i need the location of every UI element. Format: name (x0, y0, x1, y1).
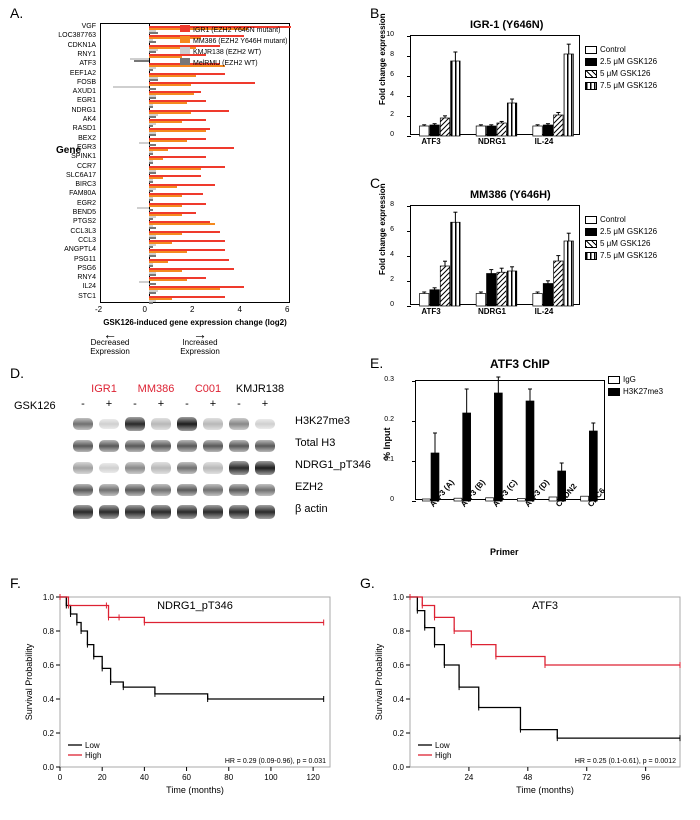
panel-a-label: A. (10, 5, 350, 21)
panel-g-svg: 0.0 0.2 0.4 0.6 0.8 1.0 24 48 72 96 ATF3 Survival P… (370, 587, 690, 797)
panel-e: E. ATF3 ChIP % Input IgGH3K27me3 ATF3 (A… (370, 355, 690, 570)
svg-text:High: High (85, 751, 101, 760)
svg-text:Time (months): Time (months) (516, 785, 574, 795)
svg-text:0.2: 0.2 (43, 729, 55, 738)
svg-text:0.4: 0.4 (393, 695, 405, 704)
svg-text:40: 40 (140, 773, 149, 782)
svg-text:0.2: 0.2 (393, 729, 405, 738)
svg-text:96: 96 (641, 773, 650, 782)
panel-a-xticks: -20246 (100, 305, 290, 317)
svg-text:Low: Low (435, 741, 450, 750)
panel-e-xlab: Primer (490, 547, 519, 557)
svg-text:1.0: 1.0 (43, 593, 55, 602)
panel-c: C. MM386 (Y646H) Fold change expression … (370, 175, 690, 345)
panel-d: D. IGR1MM386C001KMJR138 GSK126 -+-+-+-+ … (10, 365, 360, 565)
svg-text:48: 48 (523, 773, 532, 782)
svg-text:ATF3: ATF3 (532, 600, 558, 612)
panel-e-title: ATF3 ChIP (490, 357, 550, 371)
panel-e-legend: IgGH3K27me3 (608, 375, 663, 399)
svg-text:Survival Probability: Survival Probability (374, 643, 384, 720)
svg-text:NDRG1_pT346: NDRG1_pT346 (157, 600, 233, 612)
panel-a-arrow-right: →Increased Expression (155, 330, 245, 356)
panel-a-y-title: Gene (56, 145, 81, 156)
panel-d-blots (70, 415, 290, 525)
svg-text:Survival Probability: Survival Probability (24, 643, 34, 720)
svg-text:100: 100 (264, 773, 278, 782)
svg-text:0.0: 0.0 (393, 763, 405, 772)
panel-b-chart (410, 35, 580, 135)
svg-text:High: High (435, 751, 451, 760)
panel-d-rowlabels: H3K27me3Total H3NDRG1_pT346EZH2β actin (295, 415, 371, 525)
panel-c-chart (410, 205, 580, 305)
svg-text:0.8: 0.8 (43, 627, 55, 636)
svg-text:Low: Low (85, 741, 100, 750)
panel-f-svg: 0.0 0.2 0.4 0.6 0.8 1.0 0 20 40 60 80 100 120 NDRG1_p… (20, 587, 340, 797)
panel-c-title: MM386 (Y646H) (470, 189, 551, 201)
svg-text:0.8: 0.8 (393, 627, 405, 636)
panel-d-conds: -+-+-+-+ (70, 398, 290, 410)
panel-d-gsk: GSK126 (14, 400, 56, 412)
svg-text:80: 80 (224, 773, 233, 782)
svg-text:20: 20 (98, 773, 107, 782)
panel-b-legend: Control2.5 μM GSK1265 μM GSK1267.5 μM GS… (585, 45, 657, 93)
svg-text:0: 0 (58, 773, 63, 782)
panel-c-ylab: Fold change expression (378, 183, 387, 275)
svg-text:0.6: 0.6 (393, 661, 405, 670)
panel-b-ylab: Fold change expression (378, 13, 387, 105)
svg-text:0.0: 0.0 (43, 763, 55, 772)
svg-text:60: 60 (182, 773, 191, 782)
svg-text:HR = 0.25 (0.1-0.61), p = 0.00: HR = 0.25 (0.1-0.61), p = 0.0012 (575, 758, 676, 765)
svg-text:0.6: 0.6 (43, 661, 55, 670)
panel-b-title: IGR-1 (Y646N) (470, 19, 543, 31)
panel-d-samples: IGR1MM386C001KMJR138 (78, 383, 288, 395)
svg-text:1.0: 1.0 (393, 593, 405, 602)
panel-f: F. 0.00.20.40.60.81.0020406080100120NDRG… (10, 575, 350, 810)
svg-text:HR = 0.29 (0.09-0.96), p = 0.0: HR = 0.29 (0.09-0.96), p = 0.031 (225, 758, 326, 765)
panel-a-arrow-left: ←Decreased Expression (65, 330, 155, 356)
svg-text:Time (months): Time (months) (166, 785, 224, 795)
svg-text:24: 24 (464, 773, 473, 782)
svg-text:0.4: 0.4 (43, 695, 55, 704)
panel-d-label: D. (10, 365, 360, 381)
panel-a-legend: IGR1 (EZH2 Y646N mutant)MM386 (EZH2 Y646… (180, 25, 287, 69)
panel-b: B. IGR-1 (Y646N) Fold change expression … (370, 5, 690, 175)
panel-c-legend: Control2.5 μM GSK1265 μM GSK1267.5 μM GS… (585, 215, 657, 263)
svg-text:72: 72 (582, 773, 591, 782)
panel-a: A. VGFLOC387763CDKN1ARNY1ATF3EEF1A2FOSBA… (10, 5, 350, 345)
panel-g: G. 0.00.20.40.60.81.024487296ATF3Surviva… (360, 575, 700, 810)
svg-text:120: 120 (306, 773, 320, 782)
